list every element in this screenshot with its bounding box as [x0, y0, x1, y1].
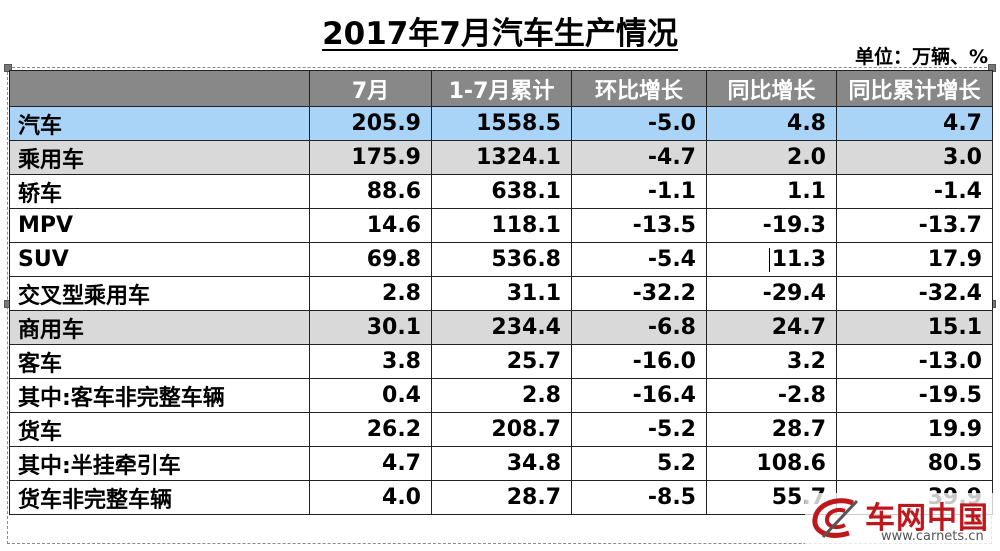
unit-label: 单位：万辆、%	[854, 46, 988, 68]
table-cell: 26.2	[309, 412, 432, 447]
table-row: 商用车 30.1 234.4 -6.8 24.7 15.1	[9, 310, 993, 345]
table-cell: 80.5	[836, 446, 993, 481]
table-cell: 234.4	[431, 310, 572, 345]
table-cell: 3.0	[836, 140, 993, 175]
table-cell: 3.8	[309, 344, 432, 379]
table-cell: -5.2	[571, 412, 707, 447]
table-cell: 1.1	[706, 174, 837, 209]
table-cell: -32.4	[836, 276, 993, 311]
row-label: 货车非完整车辆	[9, 480, 310, 515]
cell-value: 11.3	[771, 247, 826, 272]
table-cell: 14.6	[309, 208, 432, 243]
table-cell: -13.7	[836, 208, 993, 243]
production-table: 7月 1-7月累计 环比增长 同比增长 同比累计增长 汽车 205.9 1558.5 -5.0…	[9, 70, 993, 515]
table-cell: 4.0	[309, 480, 432, 515]
row-label: 其中:半挂牵引车	[9, 446, 310, 481]
table-row: MPV 14.6 118.1 -13.5 -19.3 -13.7	[9, 208, 993, 243]
table-cell: 88.6	[309, 174, 432, 209]
table-cell: -19.5	[836, 378, 993, 413]
table-cell: 25.7	[431, 344, 572, 379]
table-cell: 19.9	[836, 412, 993, 447]
table-cell: 30.1	[309, 310, 432, 345]
column-header: 1-7月累计	[431, 70, 572, 107]
table-row: 其中:客车非完整车辆 0.4 2.8 -16.4 -2.8 -19.5	[9, 378, 993, 413]
table-cell: 536.8	[431, 242, 572, 277]
table-cell: -13.0	[836, 344, 993, 379]
table-row: 货车 26.2 208.7 -5.2 28.7 19.9	[9, 412, 993, 447]
table-cell: -16.0	[571, 344, 707, 379]
table-cell: 0.4	[309, 378, 432, 413]
table-cell: -8.5	[571, 480, 707, 515]
watermark-url: www.carnets.cn	[881, 529, 984, 544]
column-header: 7月	[309, 70, 432, 107]
row-label: 货车	[9, 412, 310, 447]
table-cell: -1.1	[571, 174, 707, 209]
table-cell: 4.7	[309, 446, 432, 481]
row-label: 轿车	[9, 174, 310, 209]
table-cell: 2.8	[309, 276, 432, 311]
table-cell: -13.5	[571, 208, 707, 243]
table-cell: 205.9	[309, 106, 432, 141]
carnets-logo-icon	[812, 498, 859, 539]
table-cell: 24.7	[706, 310, 837, 345]
table-cell: 15.1	[836, 310, 993, 345]
row-label: SUV	[9, 242, 310, 277]
table-row: 轿车 88.6 638.1 -1.1 1.1 -1.4	[9, 174, 993, 209]
table-cell: -5.0	[571, 106, 707, 141]
table-row: 乘用车 175.9 1324.1 -4.7 2.0 3.0	[9, 140, 993, 175]
watermark: 车网中国 www.carnets.cn	[805, 493, 995, 548]
table-row: SUV 69.8 536.8 -5.4 11.3 17.9	[9, 242, 993, 277]
row-label: 交叉型乘用车	[9, 276, 310, 311]
table-row: 客车 3.8 25.7 -16.0 3.2 -13.0	[9, 344, 993, 379]
column-header: 同比累计增长	[836, 70, 993, 107]
row-label: 商用车	[9, 310, 310, 345]
row-label: MPV	[9, 208, 310, 243]
row-label: 汽车	[9, 106, 310, 141]
table-header-row: 7月 1-7月累计 环比增长 同比增长 同比累计增长	[9, 70, 993, 107]
row-label: 客车	[9, 344, 310, 379]
table-cell: 5.2	[571, 446, 707, 481]
page-title: 2017年7月汽车生产情况	[322, 16, 678, 52]
row-label: 其中:客车非完整车辆	[9, 378, 310, 413]
table-cell: -6.8	[571, 310, 707, 345]
table-cell: 208.7	[431, 412, 572, 447]
table-row: 交叉型乘用车 2.8 31.1 -32.2 -29.4 -32.4	[9, 276, 993, 311]
table-cell: 28.7	[431, 480, 572, 515]
table-cell: -16.4	[571, 378, 707, 413]
table-cell: -29.4	[706, 276, 837, 311]
table-cell: -4.7	[571, 140, 707, 175]
table-cell: 4.8	[706, 106, 837, 141]
table-cell: 28.7	[706, 412, 837, 447]
table-cell: -5.4	[571, 242, 707, 277]
table-cell: -19.3	[706, 208, 837, 243]
table-cell: 1558.5	[431, 106, 572, 141]
table-body: 汽车 205.9 1558.5 -5.0 4.8 4.7 乘用车 175.9 1324.1 -4.…	[9, 106, 993, 515]
table-cell: 175.9	[309, 140, 432, 175]
column-header: 环比增长	[571, 70, 707, 107]
table-cell: -32.2	[571, 276, 707, 311]
table-cell: 3.2	[706, 344, 837, 379]
row-label: 乘用车	[9, 140, 310, 175]
table-cell: 2.0	[706, 140, 837, 175]
table-cell: 2.8	[431, 378, 572, 413]
column-header: 同比增长	[706, 70, 837, 107]
watermark-name: 车网中国	[865, 501, 989, 536]
table-row: 汽车 205.9 1558.5 -5.0 4.8 4.7	[9, 106, 993, 141]
table-cell: 4.7	[836, 106, 993, 141]
table-cell: 69.8	[309, 242, 432, 277]
column-header	[9, 70, 310, 107]
table-cell: 638.1	[431, 174, 572, 209]
text-cursor	[768, 248, 770, 272]
table-cell: 11.3	[706, 242, 837, 277]
table-cell: 17.9	[836, 242, 993, 277]
resize-handle-top-left[interactable]	[4, 64, 12, 72]
table-cell: 118.1	[431, 208, 572, 243]
table-row: 其中:半挂牵引车 4.7 34.8 5.2 108.6 80.5	[9, 446, 993, 481]
table-cell: 34.8	[431, 446, 572, 481]
table-cell: -1.4	[836, 174, 993, 209]
table-cell: -2.8	[706, 378, 837, 413]
table-cell: 1324.1	[431, 140, 572, 175]
table-cell: 31.1	[431, 276, 572, 311]
table-cell: 108.6	[706, 446, 837, 481]
